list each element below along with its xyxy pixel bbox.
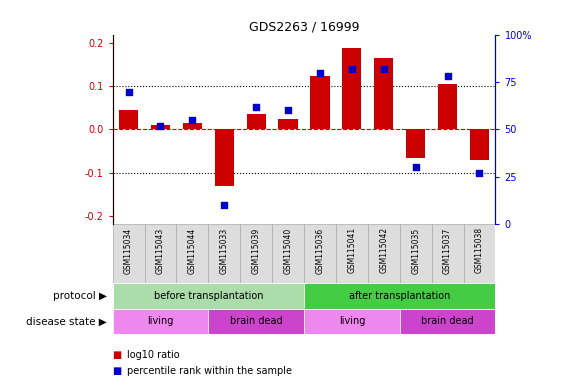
- Point: [347, 66, 356, 72]
- Bar: [240, 224, 272, 283]
- Bar: [113, 283, 304, 309]
- Bar: [119, 110, 138, 129]
- Bar: [215, 129, 234, 185]
- Text: brain dead: brain dead: [230, 316, 283, 326]
- Text: before transplantation: before transplantation: [154, 291, 263, 301]
- Bar: [151, 125, 170, 129]
- Bar: [113, 224, 145, 283]
- Title: GDS2263 / 16999: GDS2263 / 16999: [249, 20, 359, 33]
- Bar: [176, 224, 208, 283]
- Point: [156, 122, 165, 129]
- Text: after transplantation: after transplantation: [349, 291, 450, 301]
- Bar: [406, 129, 425, 157]
- Bar: [438, 84, 457, 129]
- Bar: [113, 309, 208, 334]
- Text: GSM115044: GSM115044: [188, 227, 197, 273]
- Bar: [368, 224, 400, 283]
- Bar: [400, 309, 495, 334]
- Bar: [304, 283, 495, 309]
- Text: log10 ratio: log10 ratio: [127, 350, 179, 360]
- Text: GSM115039: GSM115039: [252, 227, 261, 273]
- Text: GSM115033: GSM115033: [220, 227, 229, 273]
- Text: disease state ▶: disease state ▶: [26, 316, 107, 326]
- Bar: [342, 48, 361, 129]
- Point: [443, 73, 452, 79]
- Point: [379, 66, 388, 72]
- Bar: [145, 224, 176, 283]
- Bar: [470, 129, 489, 160]
- Bar: [336, 224, 368, 283]
- Text: GSM115042: GSM115042: [379, 227, 388, 273]
- Bar: [247, 114, 266, 129]
- Point: [220, 202, 229, 209]
- Text: GSM115038: GSM115038: [475, 227, 484, 273]
- Point: [252, 104, 261, 110]
- Text: GSM115034: GSM115034: [124, 227, 133, 273]
- Text: protocol ▶: protocol ▶: [53, 291, 107, 301]
- Text: brain dead: brain dead: [421, 316, 474, 326]
- Bar: [432, 224, 463, 283]
- Bar: [208, 309, 304, 334]
- Bar: [272, 224, 304, 283]
- Text: GSM115036: GSM115036: [315, 227, 324, 273]
- Text: GSM115037: GSM115037: [443, 227, 452, 273]
- Text: ■: ■: [113, 350, 125, 360]
- Point: [284, 108, 293, 114]
- Bar: [400, 224, 432, 283]
- Text: percentile rank within the sample: percentile rank within the sample: [127, 366, 292, 376]
- Text: GSM115035: GSM115035: [411, 227, 420, 273]
- Text: GSM115040: GSM115040: [284, 227, 293, 273]
- Bar: [304, 224, 336, 283]
- Point: [315, 70, 324, 76]
- Bar: [304, 309, 400, 334]
- Point: [188, 117, 197, 123]
- Bar: [183, 123, 202, 129]
- Bar: [374, 58, 394, 129]
- Bar: [208, 224, 240, 283]
- Text: living: living: [339, 316, 365, 326]
- Text: living: living: [148, 316, 173, 326]
- Text: ■: ■: [113, 366, 125, 376]
- Point: [475, 170, 484, 176]
- Bar: [279, 119, 298, 129]
- Text: GSM115041: GSM115041: [347, 227, 356, 273]
- Point: [124, 88, 133, 94]
- Point: [411, 164, 420, 170]
- Bar: [310, 76, 329, 129]
- Text: GSM115043: GSM115043: [156, 227, 165, 273]
- Bar: [463, 224, 495, 283]
